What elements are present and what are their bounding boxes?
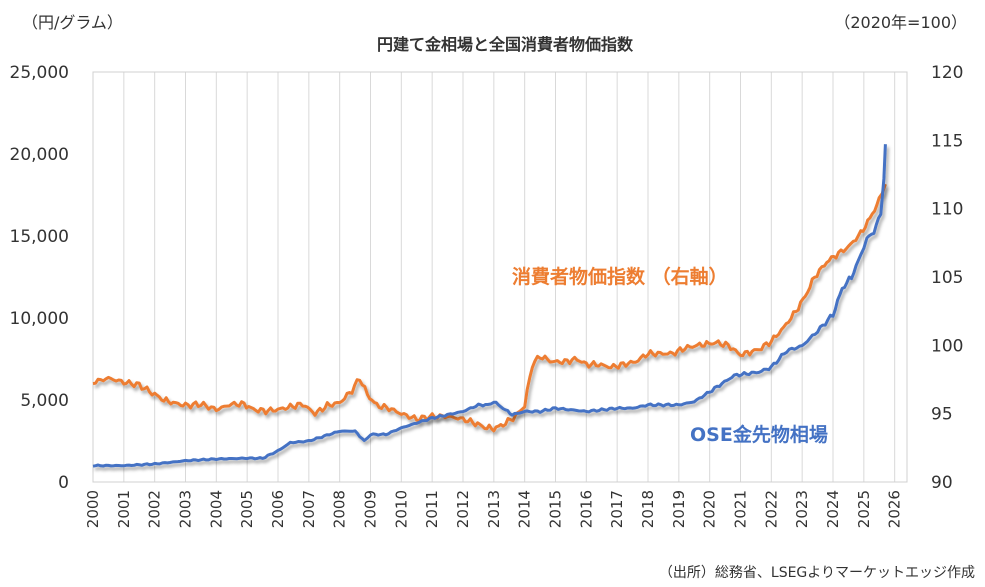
x-tick-label-2016: 2016 <box>577 490 595 528</box>
x-tick-label-2006: 2006 <box>269 490 287 528</box>
series-line-cpi <box>92 183 887 433</box>
y-right-tick-label: 105 <box>931 268 963 288</box>
y-right-tick-label: 90 <box>931 473 953 493</box>
y-right-tick-label: 110 <box>931 200 963 220</box>
y-right-tick-label: 100 <box>931 336 963 356</box>
y-left-tick-label: 0 <box>58 473 69 493</box>
x-tick-label-2024: 2024 <box>824 490 842 528</box>
x-tick-label-2005: 2005 <box>238 490 256 528</box>
x-tick-label-2022: 2022 <box>762 490 780 528</box>
x-tick-label-2021: 2021 <box>732 490 750 528</box>
y-right-tick-label: 115 <box>931 131 963 151</box>
y-left-tick-label: 15,000 <box>10 227 69 247</box>
x-tick-label-2013: 2013 <box>485 490 503 528</box>
y-left-tick-label: 10,000 <box>10 309 69 329</box>
x-tick-label-2026: 2026 <box>886 490 904 528</box>
y-right-tick-label: 95 <box>931 405 953 425</box>
x-tick-label-2008: 2008 <box>331 490 349 528</box>
x-tick-label-2015: 2015 <box>547 490 565 528</box>
annotation-gold: OSE金先物相場 <box>690 423 828 446</box>
x-tick-label-2004: 2004 <box>207 490 225 528</box>
x-tick-label-2019: 2019 <box>670 490 688 528</box>
x-tick-label-2017: 2017 <box>608 490 626 528</box>
x-tick-label-2011: 2011 <box>423 490 441 528</box>
x-tick-label-2014: 2014 <box>516 490 534 528</box>
x-tick-label-2002: 2002 <box>146 490 164 528</box>
y-left-tick-label: 5,000 <box>20 391 69 411</box>
x-tick-label-2000: 2000 <box>84 490 102 528</box>
plot-area-border <box>92 71 908 483</box>
x-tick-label-2009: 2009 <box>362 490 380 528</box>
x-tick-label-2025: 2025 <box>855 490 873 528</box>
x-tick-label-2001: 2001 <box>115 490 133 528</box>
gridlines <box>123 72 896 482</box>
y-right-tick-label: 120 <box>931 63 963 83</box>
x-tick-label-2020: 2020 <box>701 490 719 528</box>
y-left-tick-label: 25,000 <box>10 63 69 83</box>
source-note: （出所）総務省、LSEGよりマーケットエッジ作成 <box>659 565 975 581</box>
x-tick-label-2007: 2007 <box>300 490 318 528</box>
x-tick-label-2023: 2023 <box>793 490 811 528</box>
chart-title: 円建て金相場と全国消費者物価指数 <box>377 35 634 54</box>
annotation-cpi: 消費者物価指数 （右軸） <box>512 265 728 288</box>
axes: 2000 2001 2002 2003 2004 2005 2006 2007 2008 2009… <box>10 63 964 528</box>
x-tick-label-2010: 2010 <box>392 490 410 528</box>
y-left-unit-label: （円/グラム） <box>22 13 123 32</box>
y-right-unit-label: （2020年=100） <box>834 13 967 32</box>
x-tick-label-2012: 2012 <box>454 490 472 528</box>
y-left-tick-label: 20,000 <box>10 145 69 165</box>
series-line-gold <box>92 144 887 468</box>
series-group <box>92 144 887 468</box>
x-tick-label-2003: 2003 <box>177 490 195 528</box>
x-tick-label-2018: 2018 <box>639 490 657 528</box>
